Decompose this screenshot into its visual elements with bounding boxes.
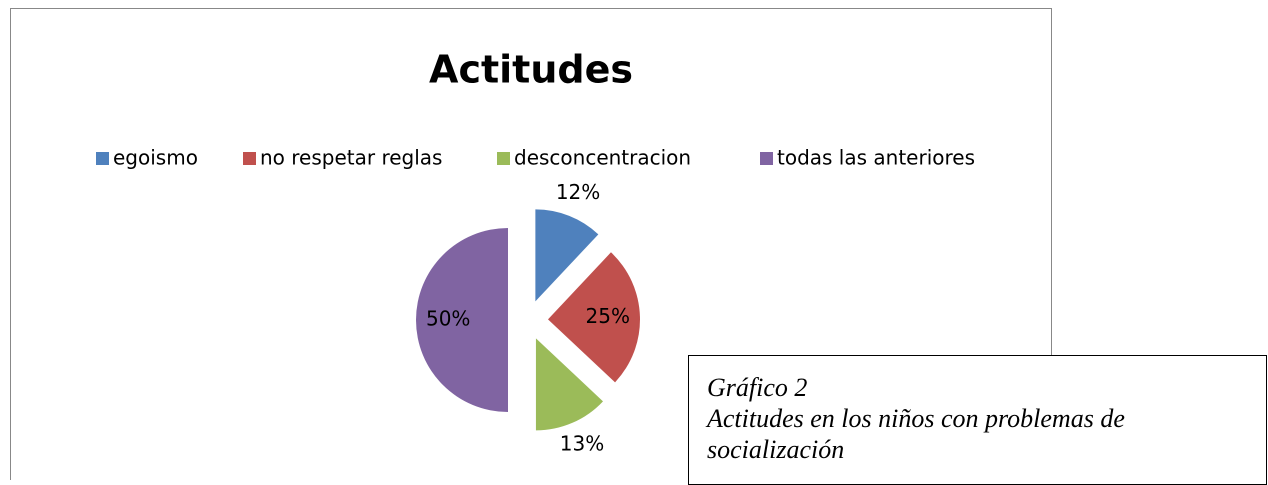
chart-title: Actitudes (429, 48, 633, 92)
data-label: 13% (560, 431, 604, 455)
legend-label: egoismo (113, 146, 198, 170)
legend-swatch (243, 152, 256, 165)
data-label: 50% (426, 307, 470, 331)
legend-label: desconcentracion (514, 146, 691, 170)
pie-slice (547, 252, 640, 383)
pie-slice (535, 209, 599, 302)
legend-swatch (96, 152, 109, 165)
legend-label: todas las anteriores (777, 146, 975, 170)
data-label: 25% (586, 304, 630, 328)
pie-slice (535, 338, 604, 431)
caption-line: socialización (707, 435, 845, 464)
caption-line: Gráfico 2 (707, 373, 808, 402)
legend-label: no respetar reglas (260, 146, 442, 170)
legend-swatch (760, 152, 773, 165)
legend-swatch (497, 152, 510, 165)
data-label: 12% (556, 180, 600, 204)
caption: Gráfico 2 Actitudes en los niños con pro… (688, 355, 1267, 485)
caption-line: Actitudes en los niños con problemas de (707, 404, 1125, 433)
pie-slice (416, 228, 508, 412)
